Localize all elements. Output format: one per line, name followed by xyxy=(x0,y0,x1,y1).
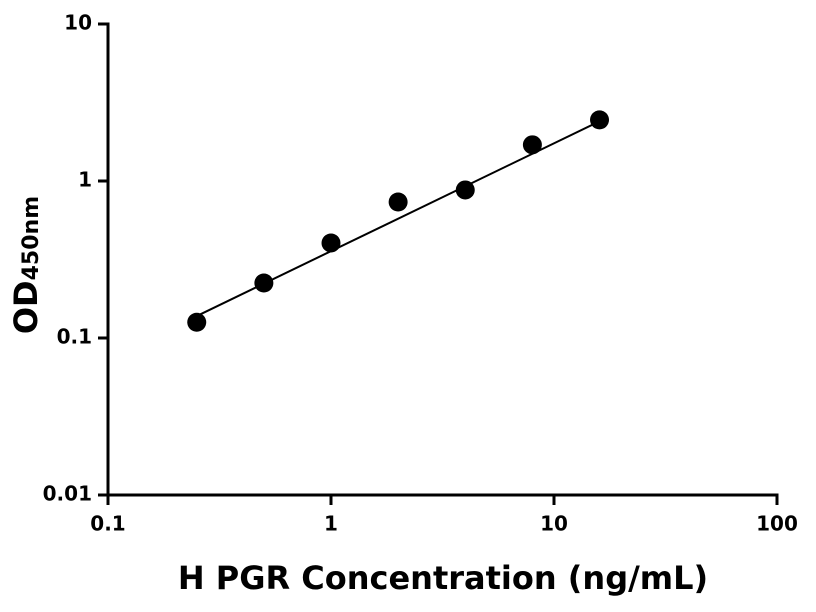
data-point xyxy=(388,192,408,212)
x-tick-label: 0.1 xyxy=(90,512,125,536)
data-point xyxy=(187,312,207,332)
y-axis-label-main: OD xyxy=(7,280,45,334)
data-point xyxy=(455,180,475,200)
y-axis-label: OD450nm xyxy=(7,196,45,334)
data-point xyxy=(522,135,542,155)
x-axis-label: H PGR Concentration (ng/mL) xyxy=(178,559,708,597)
y-axis-label-sub: 450nm xyxy=(19,196,44,281)
y-tick-label: 0.01 xyxy=(43,482,92,506)
data-point xyxy=(321,233,341,253)
data-point xyxy=(590,110,610,130)
x-tick-label: 100 xyxy=(756,512,798,536)
y-tick-label: 1 xyxy=(78,168,92,192)
x-tick-label: 1 xyxy=(324,512,338,536)
data-point xyxy=(254,273,274,293)
y-tick-label: 0.1 xyxy=(57,325,92,349)
x-tick-label: 10 xyxy=(540,512,568,536)
y-tick-label: 10 xyxy=(64,11,92,35)
